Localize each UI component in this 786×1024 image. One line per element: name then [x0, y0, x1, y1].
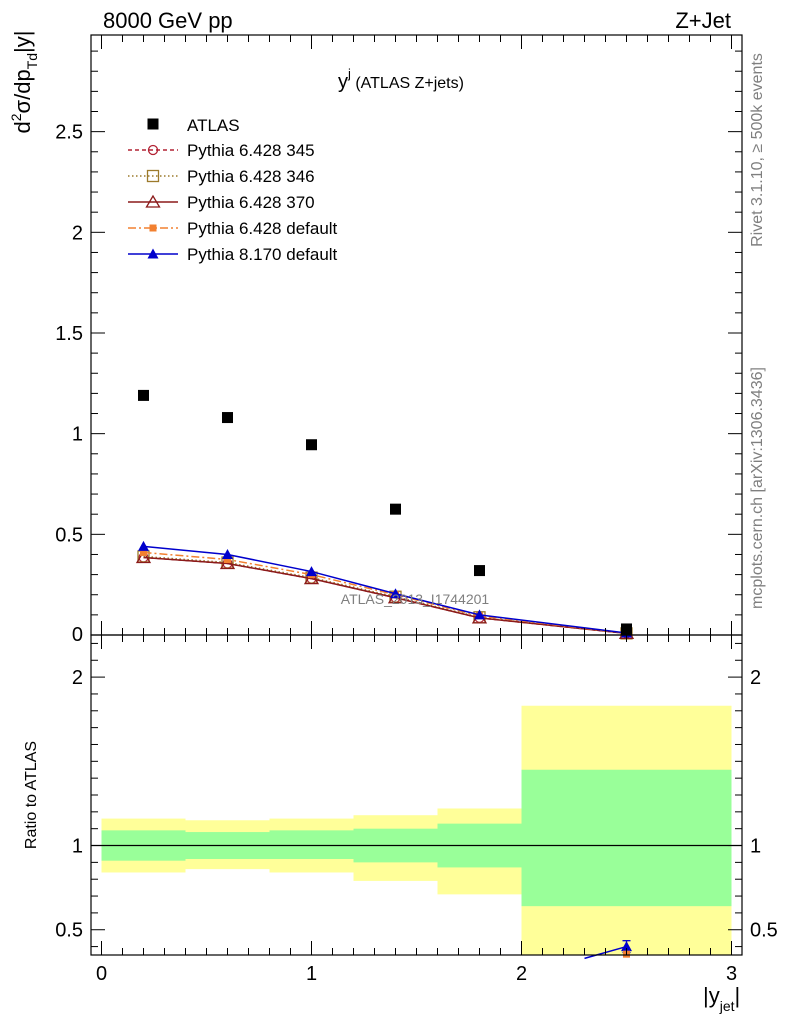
- legend-label-4: Pythia 8.170 default: [187, 245, 338, 264]
- legend-label-0: Pythia 6.428 345: [187, 141, 315, 160]
- series-4-point-4: [474, 609, 485, 620]
- y-tick-label-ratio-right-2: 2: [750, 667, 761, 689]
- watermark: ATLAS_2013_I1744201: [341, 591, 490, 607]
- data-point-1: [222, 412, 233, 424]
- legend-marker-2: [145, 194, 161, 208]
- data-point-4: [474, 565, 485, 577]
- legend-marker-1: [146, 169, 160, 183]
- mc-series-group: [135, 540, 635, 640]
- y-axis-label-top: d2σ/dpTd|y|: [8, 31, 40, 134]
- series-4-point-2: [306, 566, 317, 577]
- legend-marker-0: [147, 144, 159, 156]
- x-tick-label-1: 1: [306, 963, 317, 985]
- legend-entry-4: Pythia 8.170 default: [128, 245, 338, 264]
- series-2-point-2: [303, 571, 320, 585]
- legend-label-1: Pythia 6.428 346: [187, 167, 315, 186]
- header-left: 8000 GeV pp: [103, 8, 233, 33]
- series-3-point-0: [140, 548, 147, 556]
- x-axis-label: |yjet|: [703, 983, 740, 1014]
- plot-title: yj (ATLAS Z+jets): [338, 66, 464, 93]
- ticks-group: 0 1 2 3 0.5 1 1.5 2 2.5 0 0.5 0.5 1 1 2 2: [55, 35, 778, 985]
- y-tick-label-ratio-0.5: 0.5: [55, 920, 83, 942]
- legend-label-3: Pythia 6.428 default: [187, 219, 338, 238]
- series-line-1: [143, 555, 627, 635]
- legend-marker-4: [147, 248, 159, 259]
- x-tick-label-0: 0: [96, 963, 107, 985]
- band-green-5: [521, 769, 732, 907]
- ratio-frame: [90, 634, 743, 956]
- legend-entry-0: Pythia 6.428 345: [128, 141, 315, 160]
- y-tick-label-ratio-right-1: 1: [750, 836, 761, 858]
- band-green-2: [269, 830, 354, 859]
- header-right: Z+Jet: [675, 8, 731, 33]
- series-4: [138, 540, 632, 638]
- x-tick-label-2: 2: [516, 963, 527, 985]
- legend-entry-1: Pythia 6.428 346: [128, 167, 315, 186]
- y-tick-label-top-1.5: 1.5: [55, 323, 83, 345]
- rivet-label: Rivet 3.1.10, ≥ 500k events: [749, 53, 766, 247]
- y-tick-label-ratio-right-0.5: 0.5: [750, 920, 778, 942]
- y-tick-label-top-0.5: 0.5: [55, 524, 83, 546]
- data-point-3: [390, 503, 401, 515]
- ratio-bands: [91, 705, 742, 955]
- legend-label-data: ATLAS: [187, 116, 240, 135]
- legend-marker-3: [149, 224, 157, 232]
- legend-entry-data: ATLAS: [147, 116, 240, 135]
- series-line-3: [143, 551, 627, 634]
- legend-entry-3: Pythia 6.428 default: [128, 219, 338, 238]
- y-tick-label-top-zero: 0: [72, 624, 83, 646]
- y-axis-label-ratio: Ratio to ATLAS: [23, 741, 40, 849]
- data-point-0: [138, 389, 149, 401]
- legend-marker-data: [147, 118, 159, 130]
- series-4-point-1: [222, 548, 233, 559]
- y-tick-label-top-2.5: 2.5: [55, 122, 83, 144]
- series-4-point-3: [390, 588, 401, 599]
- series-2-point-0: [135, 550, 152, 564]
- data-point-2: [306, 439, 317, 451]
- y-tick-label-ratio-1: 1: [72, 836, 83, 858]
- legend: ATLAS Pythia 6.428 345 Pythia 6.428 346 Pyt…: [128, 116, 338, 264]
- x-tick-label-3: 3: [726, 963, 737, 985]
- series-4-point-0: [138, 540, 149, 551]
- y-tick-label-ratio-2: 2: [72, 667, 83, 689]
- legend-entry-2: Pythia 6.428 370: [128, 193, 315, 212]
- ratio-point-1: [621, 941, 632, 952]
- series-2-point-1: [219, 556, 236, 570]
- legend-label-2: Pythia 6.428 370: [187, 193, 315, 212]
- series-3-point-1: [224, 555, 231, 563]
- series-line-4: [143, 545, 627, 634]
- y-tick-label-top-1: 1: [72, 424, 83, 446]
- y-tick-label-top-2: 2: [72, 222, 83, 244]
- series-line-2: [143, 556, 627, 635]
- mcplots-label: mcplots.cern.ch [arXiv:1306.3436]: [749, 367, 766, 609]
